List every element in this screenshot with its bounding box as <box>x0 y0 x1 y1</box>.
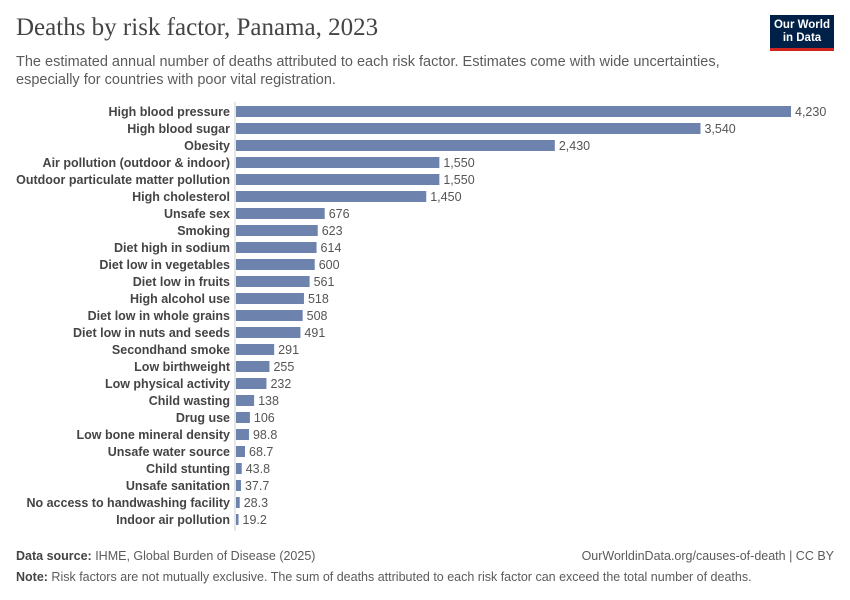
value-label: 98.8 <box>253 428 277 442</box>
category-label: Diet high in sodium <box>114 241 230 255</box>
source-label: Data source: <box>16 549 92 563</box>
category-label: Low bone mineral density <box>77 428 231 442</box>
category-label: Unsafe water source <box>108 445 230 459</box>
value-label: 561 <box>314 275 335 289</box>
bar[interactable] <box>236 208 325 219</box>
category-label: Air pollution (outdoor & indoor) <box>43 156 230 170</box>
value-label: 37.7 <box>245 479 269 493</box>
bar[interactable] <box>236 174 440 185</box>
value-label: 1,550 <box>443 173 474 187</box>
chart-title: Deaths by risk factor, Panama, 2023 <box>16 14 379 41</box>
bar[interactable] <box>236 123 701 134</box>
value-label: 518 <box>308 292 329 306</box>
category-label: Smoking <box>177 224 230 238</box>
bar-chart: High blood pressure 4,230 High blood sugar… <box>16 102 826 531</box>
category-label: High alcohol use <box>130 292 230 306</box>
bar[interactable] <box>236 157 440 168</box>
value-label: 676 <box>329 207 350 221</box>
bar[interactable] <box>236 242 317 253</box>
category-label: Diet low in fruits <box>133 275 230 289</box>
bar[interactable] <box>236 497 240 508</box>
bar[interactable] <box>236 140 555 151</box>
value-label: 232 <box>270 377 291 391</box>
footer-source-row: Data source: IHME, Global Burden of Dise… <box>16 549 834 563</box>
category-label: Diet low in whole grains <box>88 309 230 323</box>
bar[interactable] <box>236 276 310 287</box>
category-label: Child stunting <box>146 462 230 476</box>
bar[interactable] <box>236 259 315 270</box>
footer-note: Note: Risk factors are not mutually excl… <box>16 570 834 584</box>
logo-line-1: Our World <box>773 19 830 31</box>
chart-subtitle: The estimated annual number of deaths at… <box>16 54 720 88</box>
category-label: Indoor air pollution <box>116 513 230 527</box>
category-label: Unsafe sex <box>164 207 230 221</box>
value-label: 68.7 <box>249 445 273 459</box>
category-label: Outdoor particulate matter pollution <box>16 173 230 187</box>
bar[interactable] <box>236 310 303 321</box>
source-line: Data source: IHME, Global Burden of Dise… <box>16 549 315 563</box>
category-label: No access to handwashing facility <box>26 496 230 510</box>
logo-line-2: in Data <box>782 32 822 44</box>
source-link[interactable]: OurWorldinData.org/causes-of-death | CC … <box>581 549 834 563</box>
category-label: Obesity <box>184 139 230 153</box>
category-label: Drug use <box>176 411 230 425</box>
value-label: 491 <box>304 326 325 340</box>
value-label: 508 <box>307 309 328 323</box>
bar[interactable] <box>236 106 791 117</box>
value-label: 255 <box>273 360 294 374</box>
bar[interactable] <box>236 446 246 457</box>
value-label: 2,430 <box>559 139 590 153</box>
value-label: 19.2 <box>243 513 267 527</box>
owid-logo[interactable]: Our World in Data <box>770 15 834 51</box>
category-label: Diet low in vegetables <box>99 258 230 272</box>
bar[interactable] <box>236 191 427 202</box>
note-text: Risk factors are not mutually exclusive.… <box>47 570 752 584</box>
category-label: Low physical activity <box>105 377 230 391</box>
value-label: 600 <box>319 258 340 272</box>
category-label: Child wasting <box>149 394 230 408</box>
bar[interactable] <box>236 412 250 423</box>
bar[interactable] <box>236 293 304 304</box>
bar[interactable] <box>236 395 255 406</box>
category-label: Diet low in nuts and seeds <box>73 326 230 340</box>
source-text: IHME, Global Burden of Disease (2025) <box>91 549 316 563</box>
value-label: 3,540 <box>704 122 735 136</box>
bar[interactable] <box>236 429 249 440</box>
value-label: 1,450 <box>430 190 461 204</box>
category-label: High blood pressure <box>108 105 230 119</box>
value-label: 4,230 <box>795 105 826 119</box>
value-label: 1,550 <box>443 156 474 170</box>
value-label: 614 <box>321 241 342 255</box>
category-label: Unsafe sanitation <box>126 479 230 493</box>
value-label: 138 <box>258 394 279 408</box>
value-label: 43.8 <box>246 462 270 476</box>
bar[interactable] <box>236 225 318 236</box>
bar[interactable] <box>236 361 270 372</box>
category-label: Secondhand smoke <box>112 343 230 357</box>
value-label: 291 <box>278 343 299 357</box>
category-label: High blood sugar <box>127 122 230 136</box>
bar[interactable] <box>236 463 242 474</box>
value-label: 106 <box>254 411 275 425</box>
note-label: Note: <box>16 570 48 584</box>
category-label: Low birthweight <box>134 360 231 374</box>
bar[interactable] <box>236 344 275 355</box>
bar[interactable] <box>236 514 239 525</box>
value-label: 28.3 <box>244 496 268 510</box>
bar[interactable] <box>236 378 267 389</box>
bar[interactable] <box>236 327 301 338</box>
bar[interactable] <box>236 480 241 491</box>
category-label: High cholesterol <box>132 190 230 204</box>
value-label: 623 <box>322 224 343 238</box>
